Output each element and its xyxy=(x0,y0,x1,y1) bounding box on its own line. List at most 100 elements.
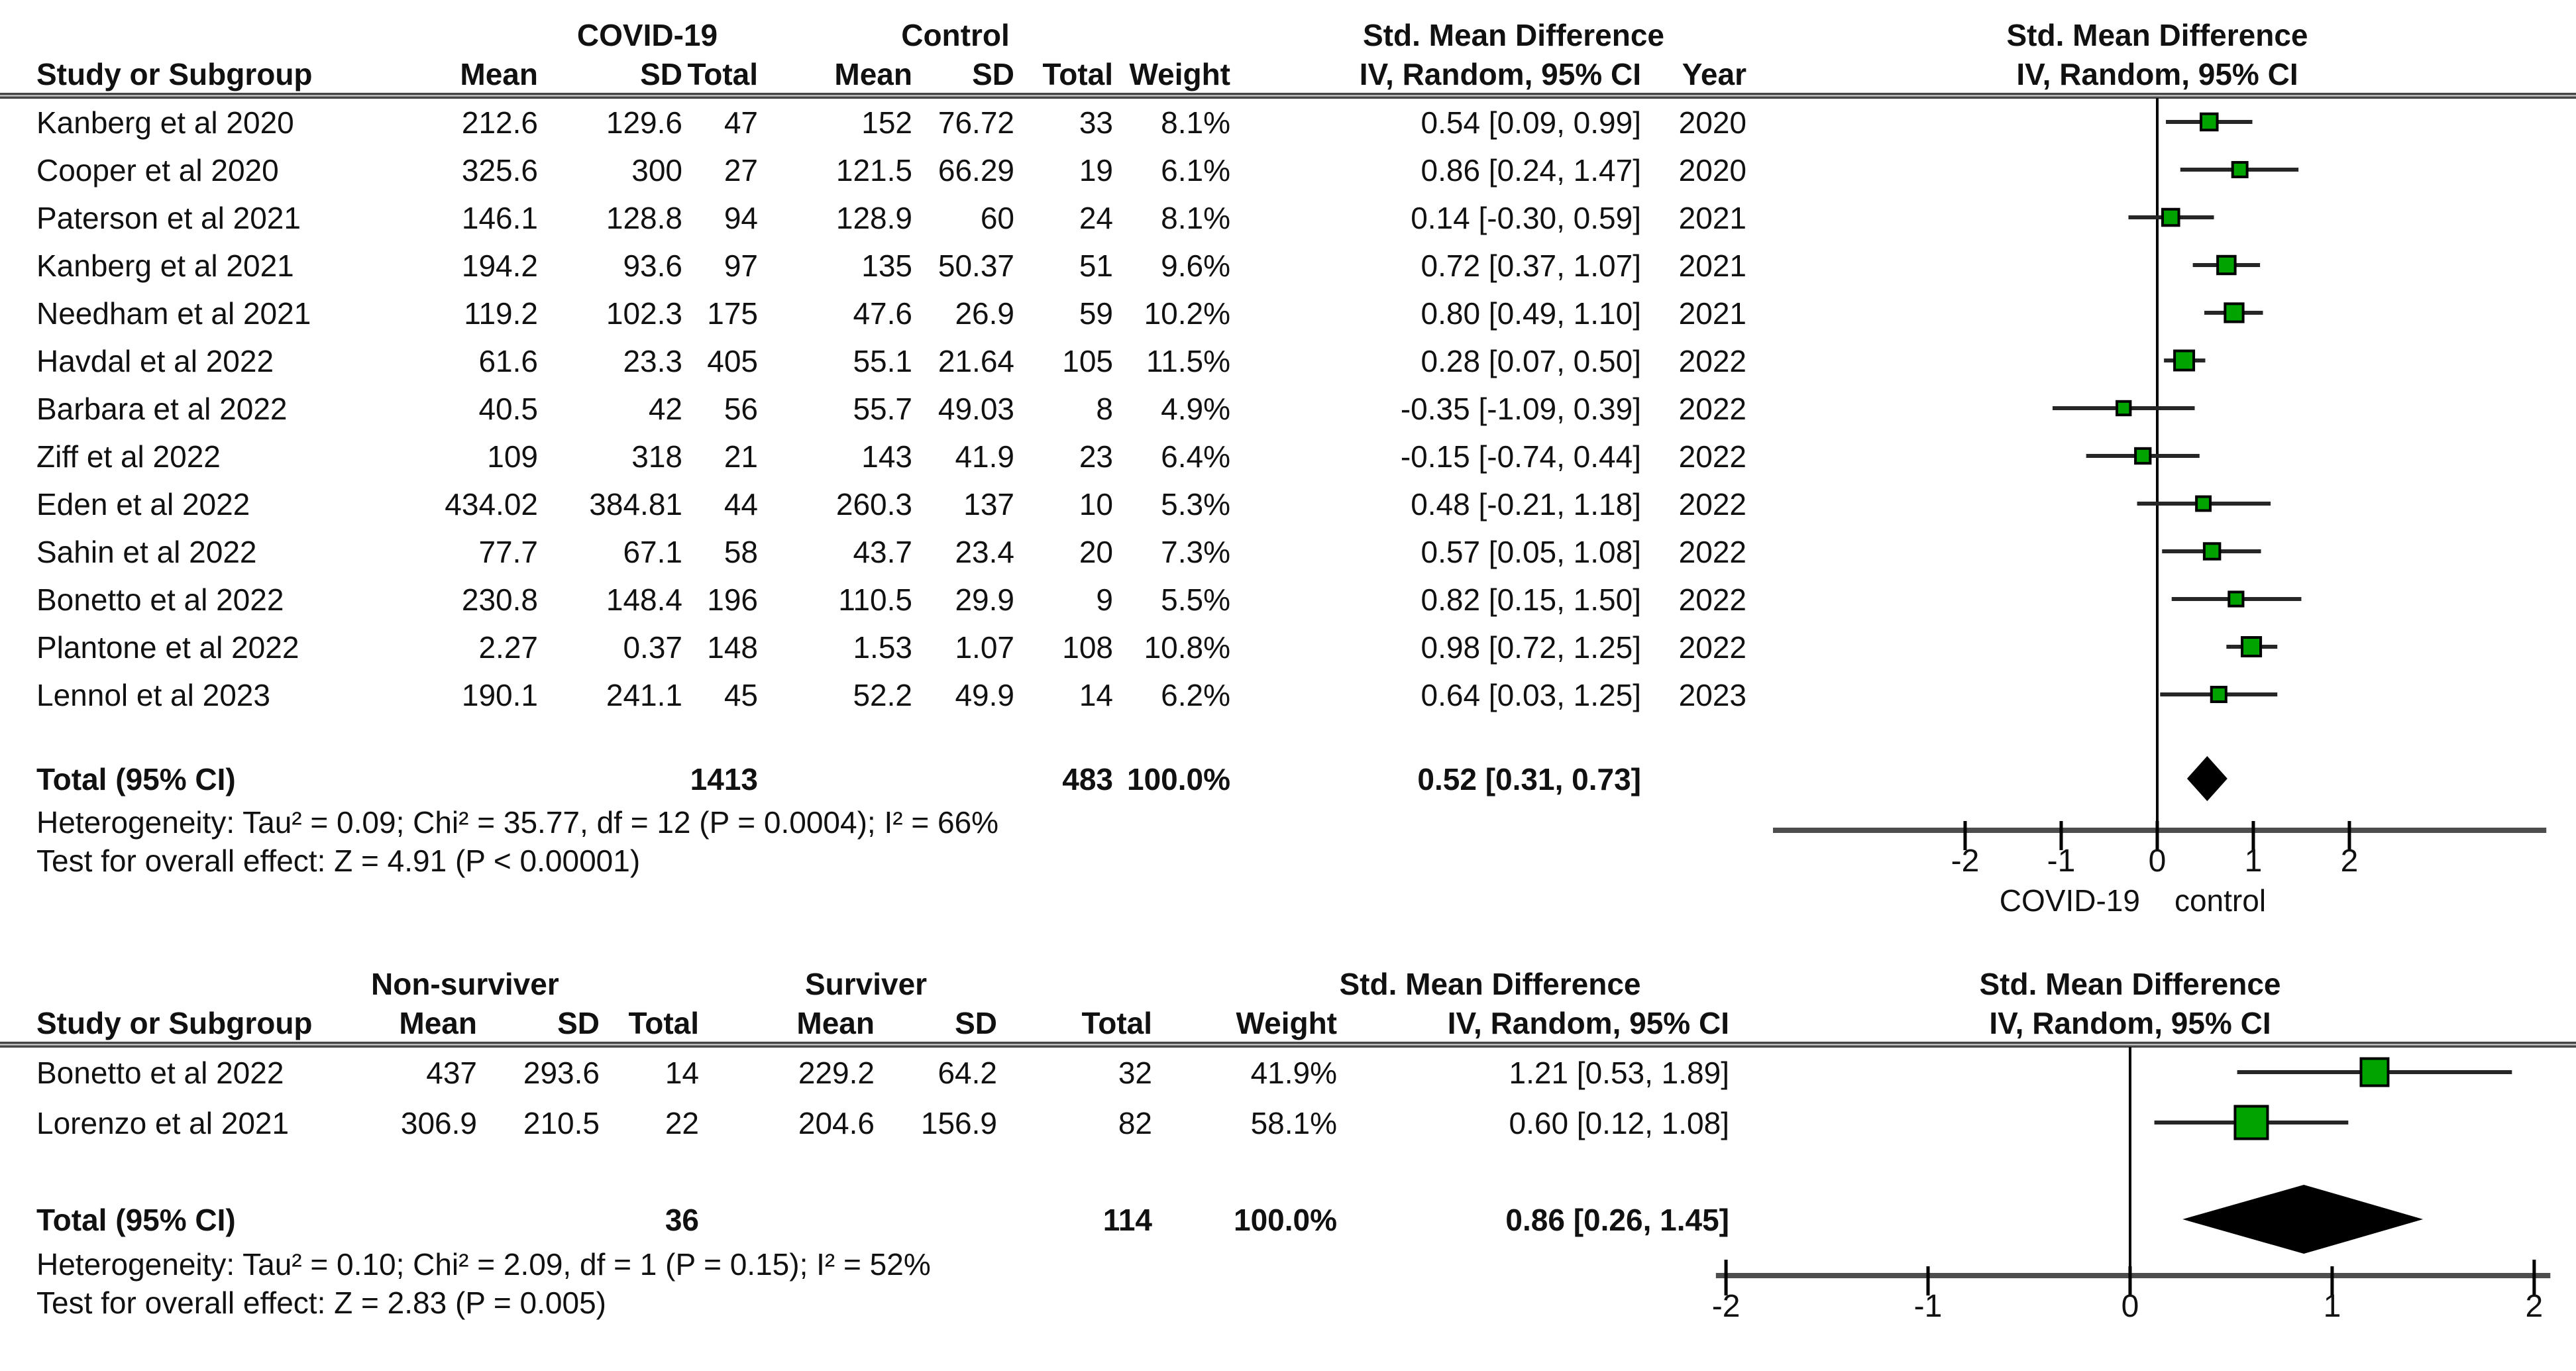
table-row: Plantone et al 2022 2.27 0.37 148 1.53 1.07 10… xyxy=(0,624,2576,671)
plot-title: Std. Mean Difference IV, Random, 95% CI xyxy=(1677,963,2576,1042)
sd1: 148.4 xyxy=(606,582,682,617)
weight: 58.1% xyxy=(1250,1106,1337,1140)
ci-text: 1.21 [0.53, 1.89] xyxy=(1509,1056,1730,1090)
header-rule xyxy=(0,93,2576,99)
total-ci: 0.52 [0.31, 0.73] xyxy=(1417,762,1641,796)
overall-effect-note: Test for overall effect: Z = 2.83 (P = 0… xyxy=(36,1286,606,1320)
study-name: Kanberg et al 2020 xyxy=(36,105,294,140)
tick-label: -1 xyxy=(2047,844,2076,879)
weight: 5.5% xyxy=(1161,582,1230,617)
sd1: 241.1 xyxy=(606,678,682,712)
study-rows: Bonetto et al 2022 437 293.6 14 229.2 64.2 32 4… xyxy=(0,1048,2576,1148)
table-row: Eden et al 2022 434.02 384.81 44 260.3 137 10 5… xyxy=(0,480,2576,528)
total1: 196 xyxy=(707,582,758,617)
sd2: 76.72 xyxy=(938,105,1014,140)
sd2: 29.9 xyxy=(955,582,1014,617)
total-row: Total (95% CI) 1413 483 100.0% 0.52 [0.3… xyxy=(0,755,2576,803)
total-weight: 100.0% xyxy=(1126,762,1230,796)
total1: 97 xyxy=(724,248,758,283)
col-mean1: Mean xyxy=(399,1006,477,1040)
total2: 51 xyxy=(1079,248,1113,283)
col-weight: Weight xyxy=(1129,57,1230,91)
ci-text: 0.57 [0.05, 1.08] xyxy=(1421,535,1642,569)
group2-header: Control xyxy=(901,18,1010,52)
weight: 5.3% xyxy=(1161,487,1230,521)
sd2: 64.2 xyxy=(938,1056,997,1090)
forest-panel-covid-vs-control: COVID-19 Control Std. Mean Difference St… xyxy=(0,15,2576,913)
col-study: Study or Subgroup xyxy=(36,1006,313,1040)
col-total2: Total xyxy=(1042,57,1113,91)
tick-label: -2 xyxy=(1951,844,1980,879)
study-name: Plantone et al 2022 xyxy=(36,630,299,665)
year: 2021 xyxy=(1678,248,1746,283)
col-total1: Total xyxy=(628,1006,699,1040)
group-header-row: Non-surviver Surviver Std. Mean Differen… xyxy=(0,963,2576,1005)
mean2: 52.2 xyxy=(853,678,912,712)
col-total2: Total xyxy=(1081,1006,1152,1040)
total1: 58 xyxy=(724,535,758,569)
total2: 108 xyxy=(1062,630,1113,665)
year: 2022 xyxy=(1678,487,1746,521)
plot-title-line2: IV, Random, 95% CI xyxy=(2016,57,2298,91)
mean1: 230.8 xyxy=(461,582,538,617)
weight: 41.9% xyxy=(1250,1056,1337,1090)
tick-label: 2 xyxy=(2526,1289,2544,1324)
col-mean2: Mean xyxy=(796,1006,875,1040)
group2-header: Surviver xyxy=(804,967,928,1001)
plot-title: Std. Mean Difference IV, Random, 95% CI xyxy=(1704,15,2576,93)
mean1: 306.9 xyxy=(400,1106,477,1140)
total2: 59 xyxy=(1079,296,1113,331)
sd1: 93.6 xyxy=(623,248,682,283)
mean1: 2.27 xyxy=(478,630,538,665)
study-name: Paterson et al 2021 xyxy=(36,201,301,235)
mean2: 121.5 xyxy=(835,153,912,188)
heterogeneity-note: Heterogeneity: Tau² = 0.09; Chi² = 35.77… xyxy=(36,805,999,840)
mean1: 325.6 xyxy=(461,153,538,188)
total-weight: 100.0% xyxy=(1233,1203,1337,1237)
axis-left-label: COVID-19 xyxy=(2000,883,2140,913)
year: 2020 xyxy=(1678,153,1746,188)
mean2: 55.7 xyxy=(853,392,912,426)
year: 2023 xyxy=(1678,678,1746,712)
study-rows: Kanberg et al 2020 212.6 129.6 47 152 76.72 33… xyxy=(0,99,2576,719)
table-row: Havdal et al 2022 61.6 23.3 405 55.1 21.64 105… xyxy=(0,337,2576,385)
ci-text: 0.60 [0.12, 1.08] xyxy=(1509,1106,1730,1140)
total-n2: 483 xyxy=(1062,762,1113,796)
study-name: Havdal et al 2022 xyxy=(36,344,274,378)
table-row: Barbara et al 2022 40.5 42 56 55.7 49.03 8 4.9%… xyxy=(0,385,2576,433)
ci-text: 0.28 [0.07, 0.50] xyxy=(1421,344,1642,378)
mean1: 212.6 xyxy=(461,105,538,140)
total-n2: 114 xyxy=(1102,1203,1152,1237)
ci-text: 0.98 [0.72, 1.25] xyxy=(1421,630,1642,665)
header-rule xyxy=(0,1042,2576,1048)
year: 2022 xyxy=(1678,630,1746,665)
sd1: 0.37 xyxy=(623,630,682,665)
weight: 9.6% xyxy=(1161,248,1230,283)
ci-text: 0.64 [0.03, 1.25] xyxy=(1421,678,1642,712)
total1: 14 xyxy=(665,1056,699,1090)
mean2: 152 xyxy=(861,105,912,140)
col-sd1: SD xyxy=(557,1006,600,1040)
year: 2022 xyxy=(1678,392,1746,426)
sd2: 60 xyxy=(980,201,1014,235)
total2: 33 xyxy=(1079,105,1113,140)
sd1: 384.81 xyxy=(589,487,682,521)
total1: 405 xyxy=(707,344,758,378)
tick-label: 0 xyxy=(2121,1289,2139,1324)
col-total1: Total xyxy=(687,57,758,91)
mean1: 437 xyxy=(426,1056,477,1090)
weight: 4.9% xyxy=(1161,392,1230,426)
total2: 82 xyxy=(1118,1106,1152,1140)
ci-text: 0.82 [0.15, 1.50] xyxy=(1421,582,1642,617)
total2: 23 xyxy=(1079,439,1113,474)
col-ci: IV, Random, 95% CI xyxy=(1359,57,1641,91)
total-ci: 0.86 [0.26, 1.45] xyxy=(1505,1203,1729,1237)
total1: 47 xyxy=(724,105,758,140)
study-name: Bonetto et al 2022 xyxy=(36,1056,284,1090)
weight: 11.5% xyxy=(1146,344,1230,378)
weight: 6.2% xyxy=(1161,678,1230,712)
sd2: 23.4 xyxy=(955,535,1014,569)
sd2: 41.9 xyxy=(955,439,1014,474)
sd1: 42 xyxy=(648,392,682,426)
study-name: Lennol et al 2023 xyxy=(36,678,270,712)
